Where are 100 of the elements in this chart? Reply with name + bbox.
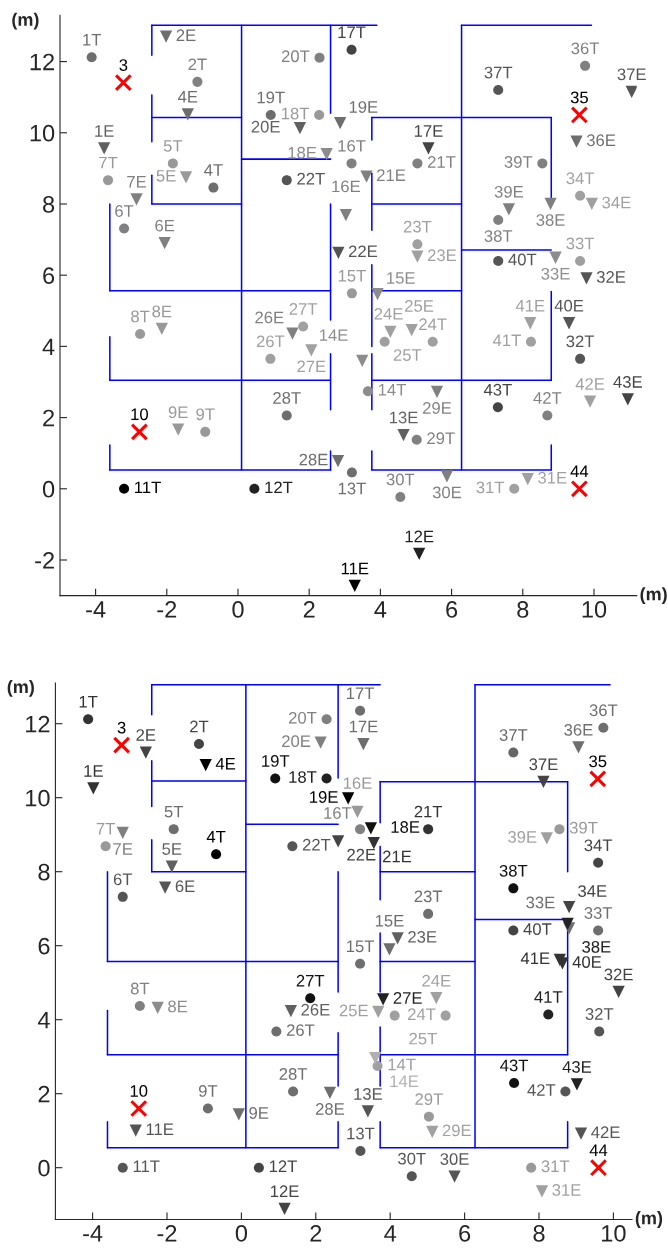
annotation: 24T [419,318,447,330]
annotation: 42E [591,1126,620,1138]
annotation: 19T [257,91,285,104]
annotation: 12E [405,530,434,543]
annotation: 30T [386,473,415,486]
annotation: 9E [249,1107,269,1119]
annotation: 29T [427,432,455,445]
annotation: 25E [339,1004,368,1017]
annotation: 21E [383,850,412,863]
annotation: 26E [301,1003,330,1016]
annotation: 17T [338,26,366,39]
annotation: 21T [427,156,456,168]
annotation: 14E [390,1075,419,1087]
annotation: 8E [152,305,172,318]
annotation: 4T [204,164,223,176]
y-tick-label: 10 [26,789,50,807]
annotation: 4E [177,91,198,103]
annotation: 7T [99,156,118,169]
x-tick-label: 10 [602,1224,626,1242]
annotation: 13T [347,1127,375,1140]
annotation: 5T [163,140,183,152]
annotation: 2T [190,720,209,733]
y-tick-label: 10 [30,124,55,142]
annotation: 8E [168,1000,188,1013]
annotation: 27E [393,992,422,1004]
annotation: 43E [562,1061,592,1073]
annotation: 2E [176,29,196,41]
annotation: 11E [146,1123,174,1136]
x-axis-title: (m) [640,587,667,605]
annotation: 10 [130,1085,148,1097]
x-tick-label: -2 [157,601,177,618]
annotation: 5T [164,805,184,818]
annotation: 23T [403,220,432,233]
annotation: 44 [570,465,589,477]
y-tick-label: 8 [38,863,50,881]
annotation: 12T [265,481,293,494]
annotation: 16T [338,139,366,152]
annotation: 22E [348,245,378,258]
annotation: 27T [289,303,318,315]
annotation: 23E [408,930,437,943]
annotation: 20T [281,50,310,63]
annotation: 37E [617,68,646,81]
annotation: 25T [409,1032,437,1045]
annotation: 19E [310,791,338,803]
annotation: 42T [533,392,562,404]
annotation: 35 [589,755,607,768]
annotation: 43T [483,383,512,396]
annotation: 7T [96,822,115,835]
annotation: 21E [377,169,406,181]
annotation: 31E [552,1184,581,1196]
annotation: 41T [534,991,563,1003]
annotation: 17T [346,687,375,699]
annotation: 20T [288,711,317,724]
annotation: 15T [346,940,375,953]
annotation: 40E [554,299,584,312]
annotation: 38T [484,230,513,242]
annotation: 18T [289,771,317,783]
annotation: 22T [302,838,331,851]
annotation: 11E [341,562,369,575]
annotation: 26T [286,1024,315,1037]
annotation: 31T [476,481,505,494]
annotation: 27T [296,974,325,987]
annotation: 1T [79,696,98,708]
annotation: 23T [414,890,443,903]
annotation: 2T [188,58,207,71]
y-axis-title: (m) [7,679,34,697]
y-tick-label: 4 [37,1012,50,1029]
annotation: 33T [584,907,613,919]
annotation: 20E [251,120,280,133]
annotation: 34T [566,172,595,185]
annotation: 10 [131,408,148,421]
annotation: 38E [536,214,565,226]
annotation: 16E [343,777,372,790]
x-tick-label: 2 [310,1224,322,1242]
annotation: 32T [585,1008,614,1020]
annotation: 4T [206,831,226,843]
x-tick-label: 0 [232,601,244,618]
annotation: 12E [271,1185,299,1197]
annotation: 11T [135,481,161,494]
annotation: 1E [95,125,114,137]
y-tick-label: 6 [43,267,55,284]
annotation: 19T [262,755,290,767]
annotation: 39T [504,156,533,168]
annotation: 32E [604,968,633,981]
annotation: 41T [492,334,521,347]
annotation: 36T [571,42,600,55]
annotation: 30E [432,486,462,499]
annotation: 24E [422,974,451,987]
annotation: 14E [319,329,348,341]
annotation: 34T [584,839,613,852]
annotation: 39E [494,185,524,198]
y-tick-label: 2 [43,409,54,427]
annotation: 12T [269,1160,297,1173]
x-tick-label: -4 [83,1225,103,1242]
x-tick-label: 6 [446,601,458,618]
annotation: 32T [566,335,595,348]
annotation: 3 [119,59,128,71]
annotation: 31T [541,1160,570,1173]
annotation: 17E [414,125,443,137]
y-tick-label: 4 [42,338,55,355]
